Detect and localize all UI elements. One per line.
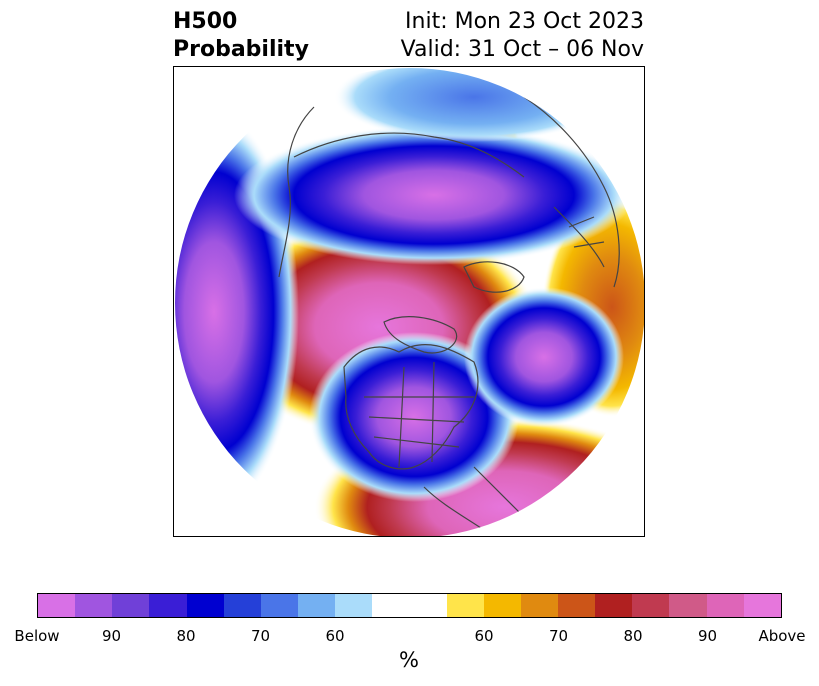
colorbar-segment	[669, 594, 707, 617]
title-line-1: H500	[173, 9, 238, 34]
colorbar-segment	[706, 594, 744, 617]
valid-range: Valid: 31 Oct – 06 Nov	[400, 37, 644, 62]
chart-title: H500 Probability	[173, 8, 309, 64]
forecast-dates: Init: Mon 23 Oct 2023 Valid: 31 Oct – 06…	[401, 8, 644, 64]
colorbar-segment	[335, 594, 373, 617]
colorbar-tick-label: 90	[697, 627, 718, 645]
colorbar-tick-label: 60	[474, 627, 494, 645]
colorbar-segment	[297, 594, 336, 617]
colorbar-tick-label: 80	[623, 627, 643, 645]
colorbar-tick-label: 60	[325, 627, 345, 645]
init-date: Init: Mon 23 Oct 2023	[405, 9, 644, 34]
below-arctic-band	[234, 125, 634, 265]
title-line-2: Probability	[173, 37, 309, 62]
colorbar-segment	[149, 594, 187, 617]
map-disk	[175, 68, 644, 536]
colorbar-segment	[446, 594, 484, 617]
colorbar-segment	[186, 594, 224, 617]
colorbar-segment	[112, 594, 150, 617]
colorbar-segment	[372, 594, 447, 617]
colorbar-tick-label: 90	[101, 627, 122, 645]
colorbar-tick-label: 70	[250, 627, 271, 645]
probability-map	[175, 68, 644, 536]
colorbar-unit: %	[399, 648, 419, 672]
colorbar-segment	[520, 594, 558, 617]
below-north-atlantic	[464, 287, 624, 427]
colorbar-segment	[38, 594, 76, 617]
colorbar-segment	[223, 594, 261, 617]
coastlines	[278, 96, 620, 536]
colorbar-segment	[743, 594, 781, 617]
colorbar	[37, 593, 782, 618]
colorbar-segment	[260, 594, 298, 617]
colorbar-tick-label: Above	[758, 627, 806, 645]
map-panel	[173, 66, 645, 537]
below-north-america	[309, 332, 519, 502]
colorbar-segment	[595, 594, 633, 617]
colorbar-segment	[75, 594, 113, 617]
colorbar-segment	[483, 594, 521, 617]
colorbar-tick-label: Below	[14, 627, 60, 645]
colorbar-tick-label: 70	[548, 627, 569, 645]
colorbar-segment	[632, 594, 670, 617]
colorbar-tick-label: 80	[176, 627, 196, 645]
colorbar-segment	[557, 594, 596, 617]
